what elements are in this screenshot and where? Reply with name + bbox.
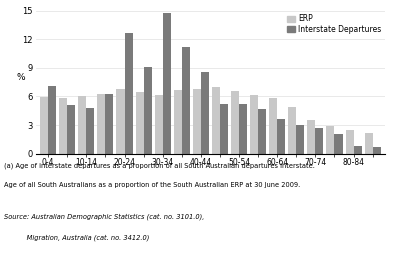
Bar — [345, 130, 354, 154]
Bar — [193, 89, 201, 154]
Text: Age of all South Australians as a proportion of the South Australian ERP at 30 J: Age of all South Australians as a propor… — [4, 182, 300, 188]
Bar — [144, 67, 152, 154]
Bar — [315, 128, 324, 154]
Bar — [40, 98, 48, 154]
Bar — [78, 95, 86, 154]
Bar — [67, 105, 75, 154]
Y-axis label: %: % — [17, 73, 25, 82]
Bar — [174, 90, 182, 154]
Bar — [48, 86, 56, 154]
Bar — [250, 95, 258, 154]
Bar — [155, 95, 163, 154]
Bar — [258, 109, 266, 154]
Bar — [354, 146, 362, 154]
Bar — [135, 92, 144, 154]
Bar — [163, 12, 171, 154]
Bar — [335, 134, 343, 154]
Bar — [269, 98, 277, 154]
Bar — [106, 94, 114, 154]
Bar — [277, 119, 285, 154]
Text: Migration, Australia (cat. no. 3412.0): Migration, Australia (cat. no. 3412.0) — [16, 235, 149, 241]
Text: Source: Australian Demographic Statistics (cat. no. 3101.0),: Source: Australian Demographic Statistic… — [4, 213, 204, 220]
Bar — [97, 94, 106, 154]
Bar — [231, 91, 239, 154]
Bar — [288, 107, 296, 154]
Bar — [182, 47, 190, 154]
Bar — [212, 87, 220, 154]
Bar — [59, 98, 67, 154]
Bar — [307, 120, 315, 154]
Bar — [239, 104, 247, 154]
Legend: ERP, Interstate Departures: ERP, Interstate Departures — [284, 11, 384, 37]
Bar — [86, 108, 94, 154]
Bar — [125, 33, 133, 154]
Bar — [326, 126, 335, 154]
Bar — [201, 72, 209, 154]
Text: (a) Age of interstate departures as a proportion of all South Australian departu: (a) Age of interstate departures as a pr… — [4, 163, 315, 170]
Bar — [296, 125, 304, 154]
Bar — [365, 133, 373, 154]
Bar — [116, 89, 125, 154]
Bar — [220, 104, 228, 154]
Bar — [373, 147, 381, 154]
